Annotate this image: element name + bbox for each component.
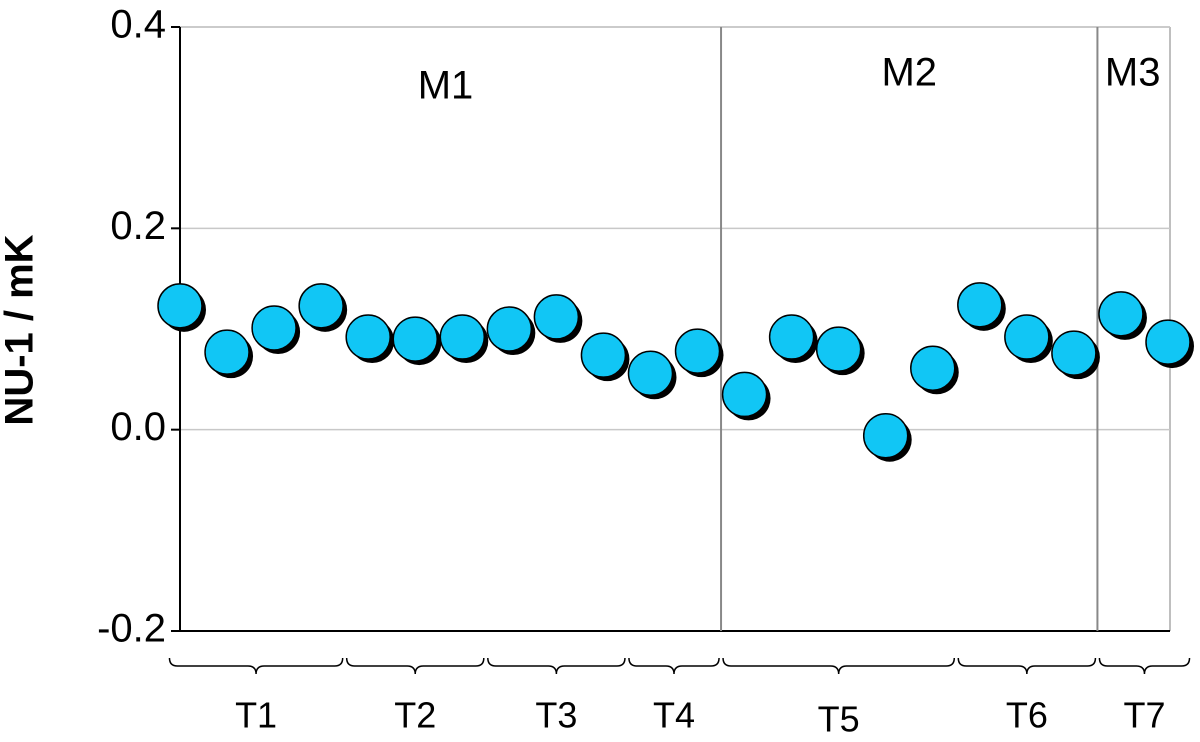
marker bbox=[580, 332, 627, 378]
data-point bbox=[768, 314, 818, 364]
section-label: M3 bbox=[1105, 51, 1161, 95]
marker bbox=[627, 350, 674, 397]
data-point bbox=[439, 314, 489, 364]
data-point bbox=[580, 332, 630, 382]
data-point bbox=[392, 316, 442, 366]
data-point bbox=[674, 328, 724, 378]
marker bbox=[298, 283, 344, 329]
data-point bbox=[862, 412, 912, 462]
y-tick-label: 0.2 bbox=[110, 204, 166, 248]
data-point bbox=[157, 283, 206, 332]
group-brace bbox=[722, 657, 956, 675]
group-brace bbox=[1098, 657, 1191, 675]
data-point bbox=[815, 326, 865, 376]
marker bbox=[768, 314, 815, 360]
marker bbox=[957, 282, 1003, 328]
marker bbox=[1098, 291, 1144, 337]
marker bbox=[862, 412, 909, 459]
data-point bbox=[204, 329, 254, 379]
marker bbox=[439, 314, 486, 360]
data-point bbox=[957, 282, 1006, 331]
marker bbox=[910, 345, 956, 392]
data-point bbox=[345, 314, 395, 364]
group-label: T1 bbox=[235, 695, 277, 736]
data-point bbox=[1051, 330, 1100, 380]
marker bbox=[1004, 314, 1050, 360]
y-tick-label: -0.2 bbox=[97, 607, 166, 651]
group-label: T4 bbox=[653, 695, 695, 736]
marker bbox=[392, 316, 438, 362]
data-point bbox=[1098, 291, 1147, 340]
marker bbox=[204, 329, 250, 375]
group-brace bbox=[345, 657, 485, 675]
group-label: T6 bbox=[1006, 695, 1048, 736]
data-point bbox=[910, 345, 959, 395]
marker bbox=[157, 283, 203, 329]
group-label: T2 bbox=[394, 695, 436, 736]
data-point bbox=[486, 306, 536, 355]
section-label: M2 bbox=[881, 51, 937, 95]
data-point bbox=[721, 371, 771, 421]
group-brace bbox=[628, 657, 720, 675]
marker bbox=[251, 305, 297, 351]
marker bbox=[721, 371, 768, 418]
data-point bbox=[533, 294, 583, 343]
group-brace bbox=[957, 657, 1097, 675]
y-tick-label: 0.4 bbox=[110, 3, 166, 47]
marker bbox=[486, 306, 533, 352]
group-label: T7 bbox=[1123, 695, 1165, 736]
data-point bbox=[1004, 314, 1053, 364]
data-point bbox=[298, 283, 348, 332]
group-label: T5 bbox=[818, 699, 860, 740]
group-label: T3 bbox=[535, 695, 577, 736]
group-brace bbox=[168, 657, 344, 675]
data-point bbox=[627, 350, 677, 400]
marker bbox=[1051, 330, 1097, 376]
marker bbox=[674, 328, 721, 374]
data-point bbox=[1145, 319, 1194, 369]
section-label: M1 bbox=[418, 64, 474, 108]
data-point bbox=[251, 305, 301, 354]
y-tick-label: 0.0 bbox=[110, 405, 166, 449]
marker bbox=[345, 314, 391, 360]
marker bbox=[1145, 319, 1191, 365]
y-axis-label: NU-1 / mK bbox=[0, 234, 42, 425]
group-brace bbox=[487, 657, 626, 675]
marker bbox=[815, 326, 862, 372]
marker bbox=[533, 294, 580, 340]
